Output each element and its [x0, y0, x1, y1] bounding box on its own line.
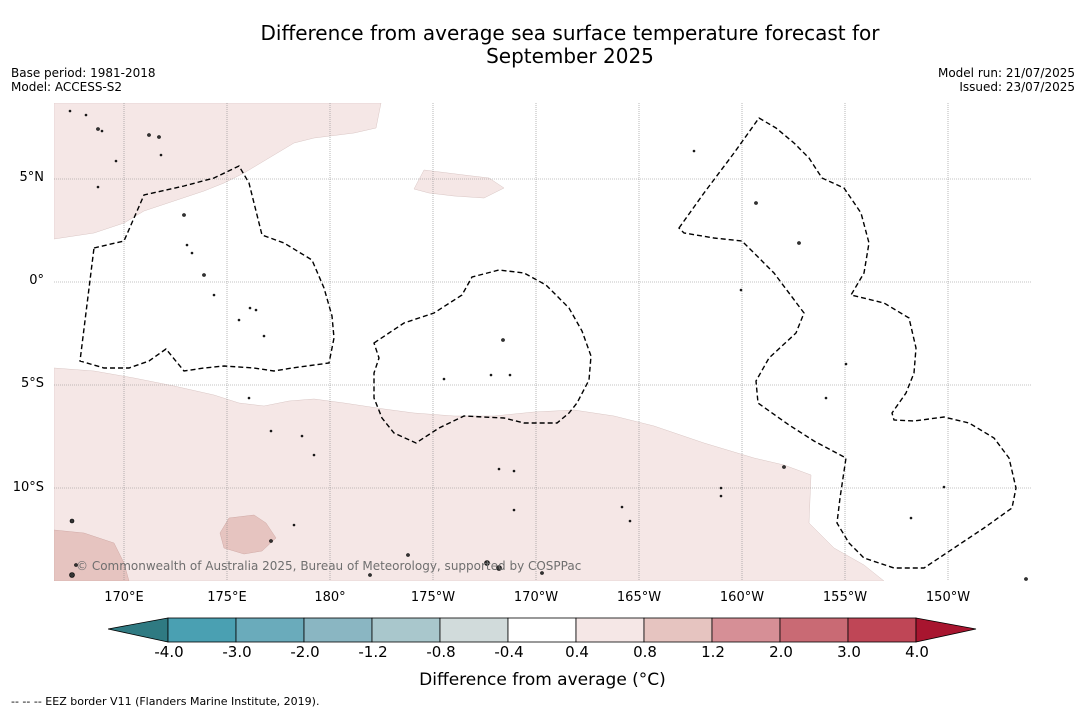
colorbar-swatch — [439, 617, 509, 643]
lon-label-170w: 170°W — [513, 590, 559, 605]
map-title: Difference from average sea surface temp… — [0, 22, 1085, 68]
colorbar-tick: -4.0 — [154, 643, 184, 661]
colorbar-tick: -0.8 — [426, 643, 456, 661]
colorbar-tick: 0.4 — [565, 643, 589, 661]
colorbar-tick: 3.0 — [837, 643, 861, 661]
colorbar-tick: -1.2 — [358, 643, 388, 661]
colorbar-tick: 4.0 — [905, 643, 929, 661]
eez-borders — [79, 117, 1017, 569]
run-info: Model run: 21/07/2025 Issued: 23/07/2025 — [938, 66, 1075, 94]
colorbar-swatch — [371, 617, 441, 643]
eez-footnote: -- -- -- EEZ border V11 (Flanders Marine… — [11, 695, 320, 708]
colorbar-swatch — [303, 617, 373, 643]
lat-label-5s: 5°S — [20, 376, 44, 391]
colorbar-label: Difference from average (°C) — [419, 670, 666, 690]
colorbar-swatch — [847, 617, 917, 643]
colorbar-swatch — [167, 617, 237, 643]
colorbar-swatch — [507, 617, 577, 643]
colorbar-swatch — [711, 617, 781, 643]
colorbar-swatch — [643, 617, 713, 643]
lon-label-180: 180° — [314, 590, 346, 605]
lon-label-160w: 160°W — [719, 590, 765, 605]
lon-label-155w: 155°W — [822, 590, 868, 605]
lat-label-10s: 10°S — [12, 480, 44, 495]
issued-date: Issued: 23/07/2025 — [959, 80, 1075, 94]
colorbar-tick: -0.4 — [494, 643, 524, 661]
lon-label-175e: 175°E — [207, 590, 247, 605]
colorbar-swatch — [107, 617, 169, 643]
colorbar-swatch — [915, 617, 977, 643]
map-canvas — [54, 103, 1031, 581]
anomaly-region-north-patch — [413, 169, 505, 199]
islands — [68, 109, 1028, 581]
colorbar-tick: 0.8 — [633, 643, 657, 661]
colorbar-tick: -2.0 — [290, 643, 320, 661]
base-info: Base period: 1981-2018 Model: ACCESS-S2 — [11, 66, 156, 94]
sst-anomaly-map — [54, 103, 1031, 581]
colorbar-tick: -3.0 — [222, 643, 252, 661]
colorbar-tick: 2.0 — [769, 643, 793, 661]
title-line-2: September 2025 — [486, 44, 654, 68]
colorbar-swatch — [235, 617, 305, 643]
copyright-notice: © Commonwealth of Australia 2025, Bureau… — [76, 559, 582, 573]
lon-label-170e: 170°E — [104, 590, 144, 605]
lat-label-0: 0° — [29, 273, 44, 288]
base-period: Base period: 1981-2018 — [11, 66, 156, 80]
colorbar-swatch — [575, 617, 645, 643]
anomaly-region-northwest — [54, 103, 382, 240]
lat-label-5n: 5°N — [19, 170, 45, 185]
colorbar — [107, 617, 978, 647]
lon-label-175w: 175°W — [410, 590, 456, 605]
lon-label-165w: 165°W — [616, 590, 662, 605]
colorbar-swatches — [107, 617, 977, 643]
anomaly-region-south — [54, 367, 885, 581]
graticule — [54, 103, 1031, 581]
lon-label-150w: 150°W — [925, 590, 971, 605]
colorbar-tick: 1.2 — [701, 643, 725, 661]
anomaly-region-patch-south — [219, 514, 277, 555]
model-run-date: Model run: 21/07/2025 — [937, 66, 1075, 80]
title-line-1: Difference from average sea surface temp… — [260, 21, 880, 45]
colorbar-swatch — [779, 617, 849, 643]
model-name: Model: ACCESS-S2 — [11, 80, 123, 94]
